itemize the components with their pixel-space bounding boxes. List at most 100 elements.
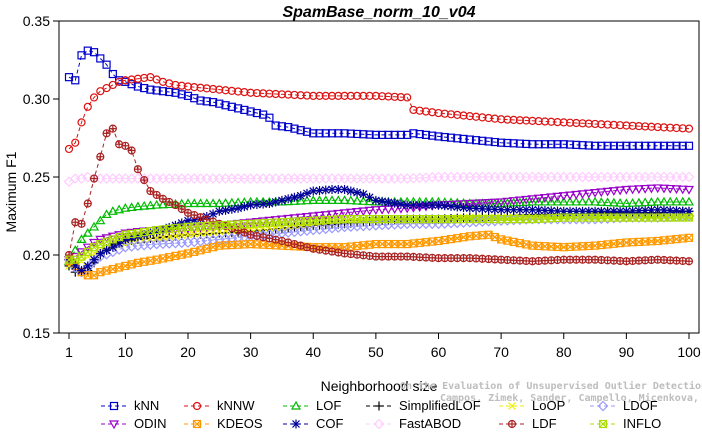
data-point-knn bbox=[359, 130, 368, 139]
data-point-knn bbox=[240, 105, 249, 115]
series-line-ldof bbox=[68, 215, 690, 273]
data-point-odin bbox=[590, 189, 601, 198]
data-point-odin bbox=[82, 243, 93, 253]
legend-item-simplifiedlof: SimplifiedLOF bbox=[366, 398, 481, 413]
data-point-knnw bbox=[259, 89, 268, 98]
data-point-knn bbox=[127, 80, 136, 89]
data-point-knn bbox=[684, 141, 694, 150]
data-point-knn bbox=[540, 140, 550, 149]
data-point-knn bbox=[622, 141, 631, 150]
data-point-knnw bbox=[522, 116, 531, 125]
data-point-knn bbox=[497, 138, 506, 147]
data-point-fastabod bbox=[683, 171, 695, 183]
data-point-knnw bbox=[271, 89, 280, 99]
data-point-lof bbox=[596, 197, 607, 206]
data-point-odin bbox=[364, 206, 375, 216]
data-point-knnw bbox=[616, 121, 625, 130]
watermark: Campos, Zimek, Sander, Campello, Micenko… bbox=[440, 392, 702, 404]
data-point-knnw bbox=[415, 106, 424, 115]
y-tick-label: 0.20 bbox=[23, 247, 50, 263]
data-point-lof bbox=[339, 195, 350, 204]
data-point-odin bbox=[665, 184, 676, 194]
data-point-cof bbox=[221, 205, 231, 215]
data-point-loop bbox=[152, 233, 161, 242]
data-point-knn bbox=[534, 140, 543, 149]
legend-label-loop: LoOP bbox=[532, 398, 565, 413]
data-point-odin bbox=[314, 211, 325, 221]
data-point-ldf bbox=[290, 239, 299, 249]
legend-marker-loop bbox=[508, 402, 516, 410]
legend-item-loop: LoOP bbox=[499, 398, 565, 413]
data-point-loop bbox=[190, 230, 199, 239]
data-point-cof bbox=[258, 199, 268, 209]
data-point-lof bbox=[615, 197, 626, 207]
data-point-odin bbox=[508, 197, 519, 206]
data-point-knnw bbox=[434, 108, 443, 118]
data-point-odin bbox=[546, 193, 557, 203]
data-point-cof bbox=[83, 261, 93, 271]
data-point-knnw bbox=[403, 93, 412, 102]
data-point-knn bbox=[647, 141, 656, 150]
data-point-lof bbox=[132, 201, 143, 211]
data-point-odin bbox=[514, 196, 525, 206]
data-point-lof bbox=[139, 200, 150, 210]
data-point-knnw bbox=[490, 114, 499, 123]
data-point-knnw bbox=[622, 121, 631, 130]
data-point-knnw bbox=[346, 91, 355, 100]
data-point-cof bbox=[233, 203, 243, 213]
x-tick-label: 10 bbox=[118, 344, 134, 360]
data-point-odin bbox=[245, 218, 256, 228]
data-point-knn bbox=[603, 141, 612, 150]
data-point-knnw bbox=[334, 91, 343, 100]
data-point-lof bbox=[677, 196, 688, 206]
data-point-knnw bbox=[102, 83, 111, 93]
x-axis-label: Neighborhood size bbox=[321, 378, 438, 394]
data-point-knn bbox=[434, 132, 443, 141]
data-point-odin bbox=[464, 199, 475, 209]
data-point-ldf bbox=[146, 186, 155, 196]
data-point-odin bbox=[571, 190, 582, 200]
data-point-ldf bbox=[108, 124, 117, 133]
data-point-knnw bbox=[340, 91, 349, 100]
data-point-odin bbox=[652, 184, 663, 194]
data-point-odin bbox=[458, 200, 469, 210]
data-point-lof bbox=[201, 198, 212, 208]
data-point-odin bbox=[677, 185, 688, 195]
data-point-knn bbox=[597, 141, 606, 150]
data-point-knn bbox=[459, 134, 468, 144]
data-point-odin bbox=[552, 192, 563, 202]
data-point-ldf bbox=[83, 199, 92, 208]
data-point-lof bbox=[683, 196, 695, 206]
data-point-knnw bbox=[590, 119, 600, 129]
data-point-knnw bbox=[371, 91, 380, 100]
data-point-loop bbox=[202, 228, 211, 237]
data-point-lof bbox=[558, 196, 569, 206]
legend-label-ldf: LDF bbox=[532, 416, 557, 431]
data-point-odin bbox=[683, 185, 695, 195]
data-point-loop bbox=[184, 230, 192, 239]
data-point-odin bbox=[596, 188, 607, 198]
data-point-knnw bbox=[553, 117, 562, 127]
data-point-knnw bbox=[384, 92, 393, 101]
data-point-lof bbox=[195, 198, 206, 208]
data-point-knnw bbox=[277, 90, 287, 99]
data-point-knn bbox=[215, 99, 224, 108]
data-point-lof bbox=[314, 195, 325, 204]
x-tick-label: 60 bbox=[431, 344, 447, 360]
data-point-knn bbox=[171, 88, 180, 97]
data-point-knnw bbox=[208, 84, 218, 94]
data-point-lof bbox=[633, 197, 644, 207]
data-point-lof bbox=[95, 215, 106, 225]
data-point-knnw bbox=[653, 122, 662, 132]
data-point-knn bbox=[572, 140, 581, 149]
series-knnw bbox=[64, 73, 694, 154]
data-point-cof bbox=[227, 204, 237, 214]
data-point-knnw bbox=[352, 91, 362, 100]
data-point-knn bbox=[584, 141, 593, 150]
data-point-knnw bbox=[497, 115, 506, 124]
data-point-knnw bbox=[265, 89, 274, 98]
data-point-knn bbox=[140, 83, 149, 93]
data-point-knnw bbox=[246, 88, 255, 97]
data-point-lof bbox=[671, 196, 682, 206]
data-point-knnw bbox=[428, 108, 437, 117]
